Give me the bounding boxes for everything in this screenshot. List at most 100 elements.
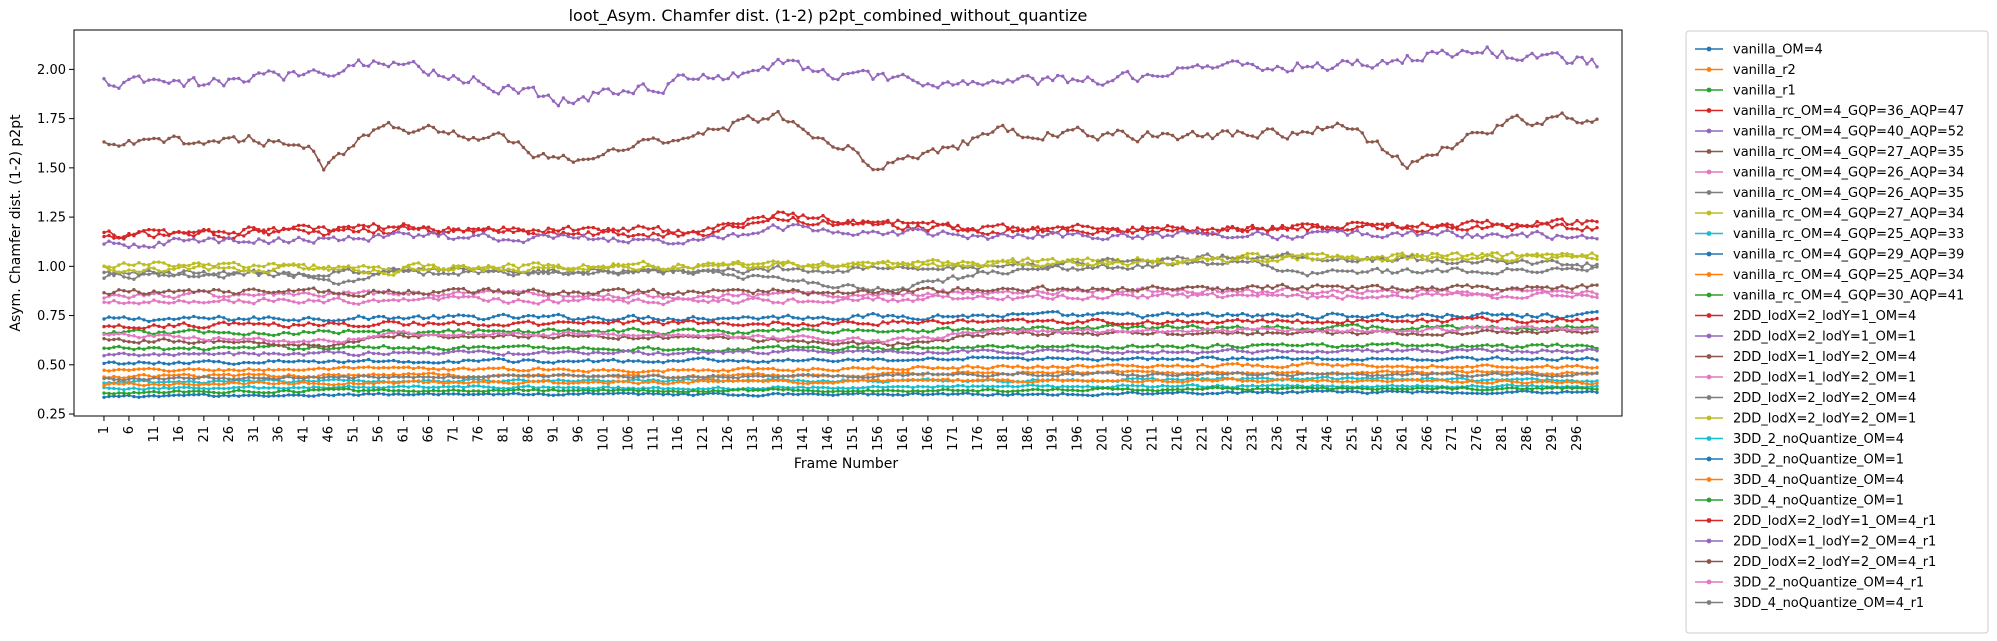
- series-1-point-45: [327, 367, 331, 372]
- series-0-point-266: [1430, 313, 1434, 318]
- series-14-point-274: [1470, 235, 1474, 239]
- series-2-point-97: [586, 346, 590, 350]
- series-13-point-210: [1150, 226, 1155, 230]
- series-2-point-95: [576, 347, 580, 351]
- series-8-point-287: [1535, 254, 1539, 259]
- series-13-point-150: [851, 222, 855, 227]
- series-15-point-108: [641, 336, 645, 340]
- series-1-point-237: [1285, 365, 1290, 369]
- series-1-point-51: [356, 365, 361, 370]
- series-15-point-100: [601, 335, 605, 339]
- series-10-point-277: [1485, 357, 1489, 361]
- series-0-point-254: [1370, 313, 1375, 318]
- series-8-point-33: [267, 262, 271, 266]
- series-4-point-162: [911, 78, 915, 83]
- series-5-point-250: [1350, 127, 1355, 131]
- series-5-point-214: [1170, 133, 1175, 138]
- series-1-point-5: [127, 368, 131, 372]
- series-6-point-174: [971, 292, 975, 296]
- series-10-point-81: [506, 359, 511, 363]
- series-1-point-103: [616, 368, 620, 373]
- series-4-point-226: [1230, 59, 1235, 63]
- series-5-point-270: [1450, 147, 1454, 151]
- series-1-point-75: [476, 367, 481, 371]
- series-2-point-152: [861, 346, 865, 350]
- series-7-point-220: [1200, 260, 1205, 264]
- series-15-point-73: [466, 335, 471, 339]
- series-15-point-237: [1285, 332, 1290, 336]
- series-10-point-0: [102, 361, 106, 366]
- series-13-point-200: [1101, 229, 1105, 233]
- series-8-point-52: [361, 264, 366, 268]
- series-1-point-200: [1101, 364, 1105, 368]
- series-2-point-118: [691, 346, 695, 351]
- series-2-point-135: [776, 344, 780, 348]
- series-1-point-174: [971, 366, 975, 370]
- series-5-point-75: [476, 138, 481, 142]
- series-0-point-255: [1375, 313, 1380, 318]
- series-1: [102, 361, 1599, 375]
- series-16-point-142: [811, 335, 815, 340]
- series-7-point-106: [631, 271, 635, 275]
- series-4-point-134: [771, 62, 775, 66]
- series-0-point-68: [441, 315, 446, 319]
- series-0-point-93: [566, 316, 571, 321]
- series-5-point-44: [322, 168, 326, 172]
- series-14-point-62: [411, 235, 416, 240]
- series-3-point-245: [1325, 225, 1330, 229]
- series-16-point-60: [401, 329, 406, 334]
- series-0-point-181: [1006, 313, 1010, 317]
- series-1-point-12: [162, 368, 166, 373]
- series-14-point-53: [366, 239, 371, 243]
- series-3-point-164: [921, 220, 925, 225]
- series-0-point-20: [202, 316, 206, 320]
- series-4-point-285: [1525, 54, 1529, 58]
- series-1-point-90: [551, 367, 556, 372]
- series-1-point-2: [112, 368, 116, 372]
- series-2-point-258: [1390, 341, 1395, 346]
- series-6-point-266: [1430, 288, 1434, 292]
- series-2-point-183: [1016, 346, 1020, 350]
- series-14-point-154: [871, 229, 875, 233]
- series-10-point-178: [991, 356, 995, 360]
- series-10-point-80: [501, 357, 506, 362]
- series-10-point-68: [441, 360, 446, 365]
- series-16-point-6: [132, 334, 136, 338]
- series-14-point-221: [1205, 233, 1210, 237]
- series-2-point-268: [1440, 343, 1444, 347]
- series-1-point-17: [187, 367, 191, 371]
- series-6-point-164: [921, 293, 925, 297]
- series-2-point-54: [371, 346, 376, 350]
- series-14-point-38: [292, 238, 296, 243]
- series-13-point-155: [876, 220, 880, 224]
- series-6-point-70: [451, 291, 456, 295]
- series-16-point-138: [791, 335, 795, 339]
- series-4-point-215: [1175, 66, 1180, 70]
- series-7-point-258: [1390, 271, 1395, 275]
- series-10-point-88: [541, 360, 546, 365]
- series-16-point-141: [806, 335, 810, 339]
- series-15-point-61: [406, 335, 411, 340]
- series-16-point-136: [781, 337, 785, 341]
- series-0-point-157: [886, 313, 890, 318]
- series-3-point-203: [1116, 227, 1120, 231]
- series-4-point-292: [1560, 55, 1564, 60]
- series-4-point-146: [831, 77, 835, 81]
- series-15-point-165: [926, 340, 930, 344]
- series-0-point-105: [626, 314, 630, 318]
- series-13-point-167: [936, 223, 940, 227]
- series-3-point-209: [1145, 230, 1150, 234]
- series-5-point-76: [481, 136, 486, 141]
- series-5-point-74: [471, 135, 476, 140]
- series-2-point-136: [781, 346, 785, 351]
- series-1-point-157: [886, 366, 890, 371]
- series-4-point-172: [961, 79, 965, 83]
- series-14-point-213: [1165, 233, 1170, 237]
- series-3-point-43: [317, 225, 321, 229]
- series-7-point-131: [756, 273, 760, 278]
- series-13-point-288: [1540, 222, 1544, 226]
- series-2-point-194: [1071, 343, 1075, 347]
- series-9-point-140: [801, 379, 805, 383]
- series-16-point-130: [751, 334, 755, 338]
- series-0-point-42: [312, 317, 316, 321]
